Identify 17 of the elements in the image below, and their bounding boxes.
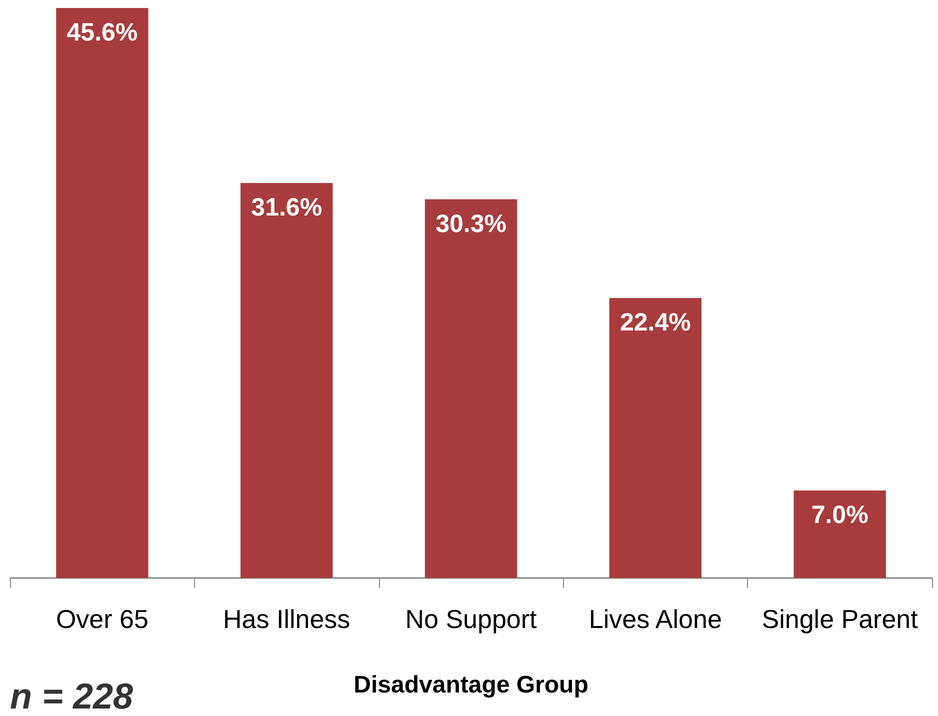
data-label: 7.0% [811,501,868,529]
bar [424,199,518,578]
x-tick-label: Single Parent [762,604,919,634]
data-label: 31.6% [251,194,322,222]
x-tick-label: No Support [405,604,538,634]
text: n = 228 [10,676,134,716]
bar [609,298,702,578]
x-tick-label: Lives Alone [588,604,722,634]
x-tick-label: Over 65 [56,604,148,634]
bar [56,8,148,578]
data-label: 22.4% [620,308,691,336]
x-axis-title: Disadvantage Group [354,672,588,698]
x-tick-label: Has Illness [223,604,350,634]
data-label: 30.3% [436,210,506,238]
bar [794,490,886,578]
bar [240,183,333,578]
data-label: 45.6% [66,18,138,46]
